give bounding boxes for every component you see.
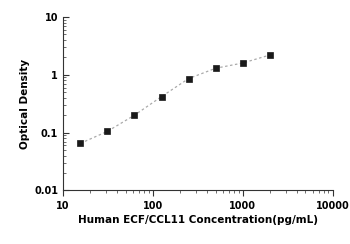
Y-axis label: Optical Density: Optical Density: [20, 59, 30, 149]
X-axis label: Human ECF/CCL11 Concentration(pg/mL): Human ECF/CCL11 Concentration(pg/mL): [78, 215, 318, 225]
